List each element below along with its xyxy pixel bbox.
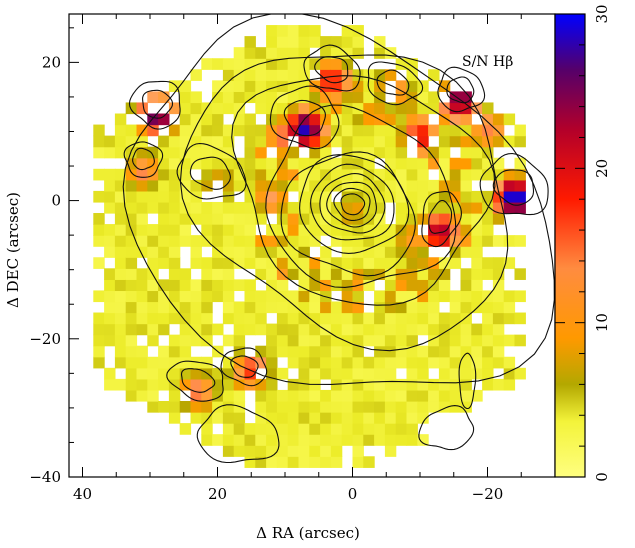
colorbar-tick-label: 30 <box>593 4 611 23</box>
nuclear-contour <box>319 172 386 234</box>
x-axis-title: Δ RA (arcsec) <box>256 524 360 542</box>
colorbar-tick-label: 10 <box>593 313 611 332</box>
knot-contour <box>446 76 475 104</box>
knot-contour <box>428 199 453 234</box>
y-axis: 20 0 −20 −40 <box>29 27 79 486</box>
knot-contour-outer <box>128 80 181 130</box>
colorbar-axis: 0 10 20 30 <box>555 4 611 482</box>
knot-contour <box>314 56 349 84</box>
inner-contour <box>280 151 416 277</box>
knot-contour <box>230 355 259 378</box>
y-tick-label: 20 <box>42 53 61 71</box>
knot-contour-outer <box>303 44 361 92</box>
knot-contour <box>376 69 410 96</box>
x-tick-label: 40 <box>73 485 92 503</box>
nuclear-contour <box>299 154 410 254</box>
x-tick-label: 20 <box>208 485 227 503</box>
x-tick-label: 0 <box>348 485 358 503</box>
colorbar-tick-label: 20 <box>593 159 611 178</box>
y-tick-label: 0 <box>51 192 61 210</box>
x-tick-label: −20 <box>472 485 504 503</box>
knot-contour-outer <box>220 347 268 387</box>
outer-contour-3 <box>122 14 555 385</box>
nuclear-contour <box>326 181 377 228</box>
knot-contour-outer <box>269 85 340 150</box>
x-axis: 40 20 0 −20 <box>73 14 556 503</box>
knot-contour <box>189 156 231 190</box>
colorbar-gradient <box>554 13 586 478</box>
nuclear-contour <box>310 163 395 241</box>
knot-contour-outer <box>176 142 247 200</box>
knot-contour-outer <box>123 141 164 178</box>
knot-contour <box>283 99 326 137</box>
knot-contour <box>492 169 535 206</box>
outer-contour <box>231 75 496 306</box>
y-tick-label: −40 <box>29 468 61 486</box>
knot-contour-outer <box>367 61 424 106</box>
knot-contour-outer <box>479 152 549 216</box>
nuclear-contour <box>340 193 366 216</box>
nuclear-contour <box>333 187 371 221</box>
y-axis-title: Δ DEC (arcsec) <box>4 192 22 308</box>
southern-contour <box>458 352 477 410</box>
colorbar-tick-label: 0 <box>593 472 611 482</box>
colorbar: 0 10 20 30 <box>554 4 611 482</box>
sn-map <box>93 25 526 468</box>
knot-contour-outer <box>421 190 462 248</box>
contour-overlay <box>122 14 555 464</box>
knot-contour-outer <box>166 360 224 402</box>
southern-contour <box>196 404 280 464</box>
knot-contour <box>180 368 216 393</box>
knot-contour <box>132 147 155 171</box>
knot-contour <box>142 89 174 119</box>
outer-contour-2 <box>179 54 509 352</box>
chart-annotation: S/N Hβ <box>462 54 513 70</box>
y-tick-label: −20 <box>29 330 61 348</box>
ring-contour <box>265 104 457 288</box>
knot-contour-outer <box>437 66 486 113</box>
southern-contour <box>418 405 475 451</box>
